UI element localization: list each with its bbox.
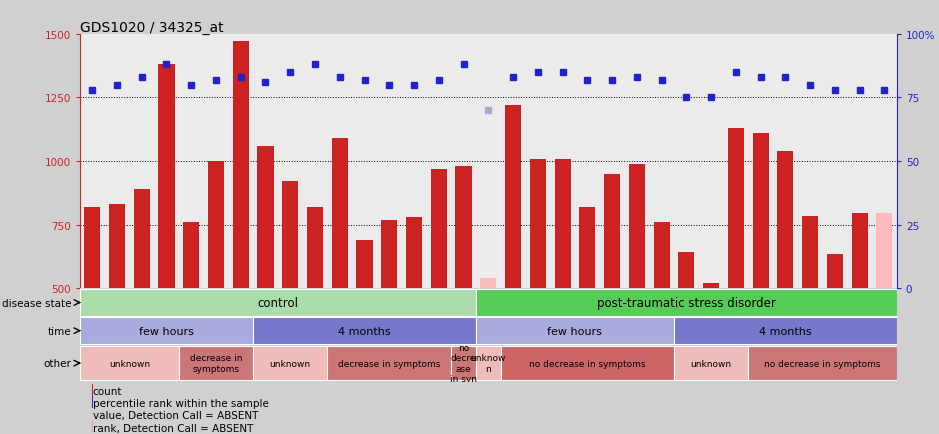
Bar [604, 174, 620, 289]
Bar [703, 284, 719, 289]
Bar [455, 167, 471, 289]
Bar [331, 139, 347, 289]
Bar [254, 346, 328, 381]
Bar [476, 346, 500, 381]
Text: decrease in symptoms: decrease in symptoms [338, 359, 440, 368]
Bar [451, 346, 476, 381]
Text: unknown: unknown [269, 359, 311, 368]
Bar [802, 217, 818, 289]
Bar [109, 205, 125, 289]
Bar [674, 318, 897, 344]
Text: control: control [257, 296, 299, 309]
Text: 4 months: 4 months [338, 326, 391, 336]
Text: other: other [44, 358, 71, 368]
Bar [579, 207, 595, 289]
Bar [381, 220, 397, 289]
Bar [480, 279, 497, 289]
Bar [133, 190, 149, 289]
Text: disease state: disease state [2, 298, 71, 308]
Bar [752, 134, 769, 289]
Bar [728, 129, 744, 289]
Bar [254, 318, 476, 344]
Bar [476, 289, 897, 316]
Bar [208, 162, 224, 289]
Bar [505, 106, 521, 289]
Bar [85, 207, 100, 289]
Bar [233, 43, 249, 289]
Bar [500, 346, 674, 381]
Bar [178, 346, 254, 381]
Text: no decrease in symptoms: no decrease in symptoms [764, 359, 881, 368]
Text: no
decre
ase
in syn: no decre ase in syn [450, 343, 477, 383]
Text: decrease in
symptoms: decrease in symptoms [190, 354, 242, 373]
Bar [629, 164, 645, 289]
Bar [530, 159, 546, 289]
Bar [827, 254, 843, 289]
Bar [80, 318, 254, 344]
Text: percentile rank within the sample: percentile rank within the sample [93, 398, 269, 408]
Bar [555, 159, 571, 289]
Bar [307, 207, 323, 289]
Bar [283, 182, 299, 289]
Text: value, Detection Call = ABSENT: value, Detection Call = ABSENT [93, 410, 258, 420]
Text: few hours: few hours [139, 326, 193, 336]
Bar [674, 346, 748, 381]
Bar [183, 223, 199, 289]
Text: no decrease in symptoms: no decrease in symptoms [529, 359, 645, 368]
Bar [357, 240, 373, 289]
Text: GDS1020 / 34325_at: GDS1020 / 34325_at [80, 21, 223, 35]
Text: unknown: unknown [109, 359, 150, 368]
Bar [257, 147, 273, 289]
Bar [476, 318, 674, 344]
Text: few hours: few hours [547, 326, 602, 336]
Text: post-traumatic stress disorder: post-traumatic stress disorder [597, 296, 776, 309]
Bar [852, 214, 868, 289]
Bar [80, 289, 476, 316]
Bar [654, 223, 670, 289]
Text: count: count [93, 386, 122, 396]
Text: unknown: unknown [690, 359, 731, 368]
Text: 4 months: 4 months [759, 326, 811, 336]
Bar [678, 252, 694, 289]
Bar [80, 346, 178, 381]
Text: rank, Detection Call = ABSENT: rank, Detection Call = ABSENT [93, 423, 254, 433]
Bar [431, 169, 447, 289]
Bar [406, 217, 422, 289]
Bar [328, 346, 451, 381]
Text: unknow
n: unknow n [470, 354, 506, 373]
Bar [748, 346, 897, 381]
Text: time: time [48, 326, 71, 336]
Bar [777, 151, 793, 289]
Bar [876, 214, 892, 289]
Bar [159, 65, 175, 289]
